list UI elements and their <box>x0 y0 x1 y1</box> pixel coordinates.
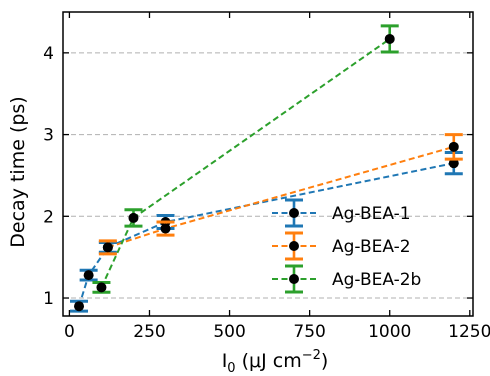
marker-Ag-BEA-2b <box>384 33 395 44</box>
y-tick-label: 2 <box>43 207 54 227</box>
axis-ticks: 1 2 3 4 0 250 500 750 1000 1250 <box>43 12 490 342</box>
y-tick-label: 3 <box>43 126 54 146</box>
plot-frame <box>62 11 474 317</box>
series-line-Ag-BEA-1 <box>78 162 454 307</box>
x-axis-label-main: I <box>222 350 228 372</box>
legend: Ag-BEA-1 Ag-BEA-2 Ag-BEA-2b <box>272 198 421 294</box>
series-markers <box>70 24 463 313</box>
x-axis-label-rest: (μJ cm <box>236 350 302 372</box>
legend-item-Ag-BEA-1: Ag-BEA-1 <box>272 198 411 228</box>
x-axis-label: I0 (μJ cm−2) <box>222 348 329 376</box>
legend-marker <box>289 208 299 218</box>
legend-label: Ag-BEA-1 <box>332 204 411 224</box>
series-lines <box>78 38 455 307</box>
marker-Ag-BEA-2 <box>448 141 459 152</box>
x-tick-label: 1250 <box>448 322 490 342</box>
x-tick-label: 0 <box>64 322 75 342</box>
x-axis-label-sup: −2 <box>302 348 321 363</box>
legend-item-Ag-BEA-2b: Ag-BEA-2b <box>272 264 421 294</box>
marker-Ag-BEA-2 <box>160 223 171 234</box>
marker-Ag-BEA-1 <box>74 301 85 312</box>
legend-label: Ag-BEA-2 <box>332 237 411 257</box>
y-tick-label: 1 <box>43 289 54 309</box>
x-tick-label: 750 <box>293 322 325 342</box>
marker-Ag-BEA-2 <box>102 242 113 253</box>
x-tick-label: 250 <box>133 322 165 342</box>
legend-marker <box>289 274 299 284</box>
grid <box>63 52 473 299</box>
x-axis-label-end: ) <box>321 350 328 372</box>
x-tick-label: 1000 <box>368 322 411 342</box>
x-tick-label: 500 <box>213 322 245 342</box>
marker-Ag-BEA-1 <box>448 158 459 169</box>
marker-Ag-BEA-2b <box>128 212 139 223</box>
x-axis-label-sub: 0 <box>227 361 235 376</box>
series-line-Ag-BEA-2 <box>107 145 455 249</box>
legend-label: Ag-BEA-2b <box>332 270 421 290</box>
marker-Ag-BEA-1 <box>83 270 94 281</box>
y-tick-label: 4 <box>43 44 54 64</box>
legend-item-Ag-BEA-2: Ag-BEA-2 <box>272 231 411 261</box>
legend-marker <box>289 241 299 251</box>
marker-Ag-BEA-2b <box>96 282 107 293</box>
y-axis-label: Decay time (ps) <box>7 96 29 247</box>
